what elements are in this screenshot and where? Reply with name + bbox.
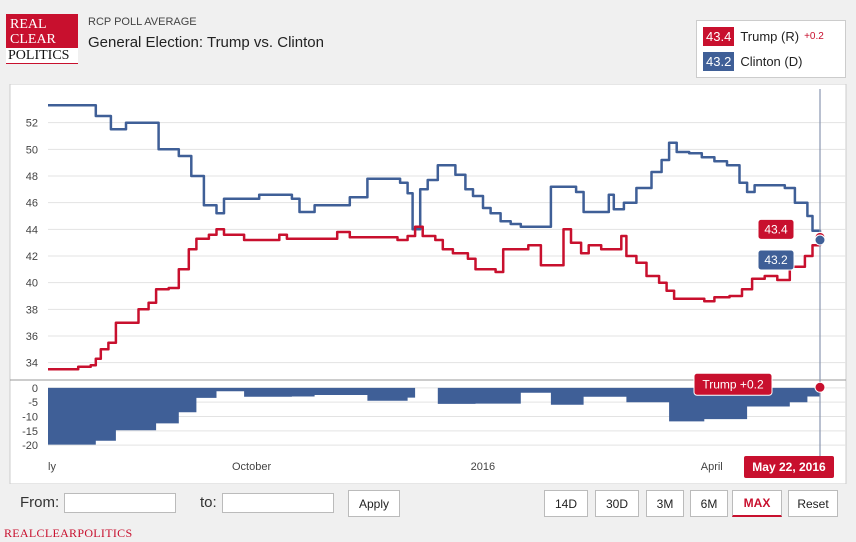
- legend-item-trump[interactable]: 43.4 Trump (R) +0.2: [703, 26, 824, 46]
- y-tick-label: 48: [26, 171, 38, 183]
- x-tick-label: 2016: [471, 461, 495, 473]
- series-line-clinton: [48, 104, 822, 240]
- legend-value-trump: 43.4: [703, 26, 735, 46]
- y-tick-label: 38: [26, 304, 38, 316]
- range-6m-button[interactable]: 6M: [690, 490, 728, 517]
- y-tick-label: 50: [26, 144, 38, 156]
- logo-line-1: REAL: [10, 17, 47, 32]
- y-tick-label: 34: [26, 358, 38, 370]
- spread-end-marker: [814, 381, 826, 393]
- clinton-value-tag: 43.2: [757, 249, 795, 271]
- spread-value-tag: Trump +0.2: [693, 372, 773, 396]
- chart-subtitle: RCP POLL AVERAGE: [88, 16, 197, 28]
- clinton-value-tag-box: [757, 249, 795, 271]
- chart-area[interactable]: 34 36 38 40 42 44 46 48 50 52 0 -5 -10 -15 -20 ly Octobe…: [0, 83, 856, 485]
- spread-value-box: [693, 372, 773, 396]
- clinton-value-tag-text: 43.2: [764, 253, 788, 267]
- series-line-trump: [48, 225, 822, 371]
- from-label: From:: [20, 494, 60, 511]
- to-label: to:: [200, 494, 217, 511]
- apply-button[interactable]: Apply: [348, 490, 400, 517]
- x-tick-label: ly: [48, 461, 56, 473]
- spread-value-text: Trump +0.2: [702, 377, 764, 391]
- y-tick-label: 52: [26, 118, 38, 130]
- reset-button[interactable]: Reset: [788, 490, 838, 517]
- diff-y-tick-label: 0: [32, 383, 38, 395]
- spread-area: [48, 387, 820, 445]
- legend: 43.4 Trump (R) +0.2 43.2 Clinton (D): [696, 20, 846, 78]
- trump-value-tag-box: [757, 218, 795, 240]
- y-tick-label: 44: [26, 224, 38, 236]
- diff-y-tick-label: -15: [22, 426, 38, 438]
- y-tick-label: 36: [26, 331, 38, 343]
- poll-chart-svg[interactable]: 34 36 38 40 42 44 46 48 50 52 0 -5 -10 -15 -20 ly Octobe…: [0, 83, 856, 485]
- logo-line-3: POLITICS: [6, 47, 78, 63]
- x-tick-label: October: [232, 461, 271, 473]
- legend-change-trump: +0.2: [804, 30, 824, 42]
- crosshair-date-box: [744, 456, 834, 478]
- range-3m-button[interactable]: 3M: [646, 490, 684, 517]
- range-30d-button[interactable]: 30D: [595, 490, 639, 517]
- legend-name-clinton: Clinton (D): [740, 53, 803, 69]
- from-date-input[interactable]: [64, 493, 176, 513]
- range-max-button[interactable]: MAX: [732, 490, 782, 517]
- diff-y-tick-label: -5: [28, 397, 38, 409]
- legend-name-trump: Trump (R): [740, 28, 800, 44]
- legend-value-clinton: 43.2: [703, 51, 735, 71]
- y-tick-label: 46: [26, 198, 38, 210]
- diff-y-tick-label: -20: [22, 440, 38, 452]
- y-tick-label: 42: [26, 251, 38, 263]
- chart-header: REAL CLEAR POLITICS RCP POLL AVERAGE Gen…: [0, 0, 856, 84]
- crosshair-date-text: May 22, 2016: [752, 460, 826, 474]
- to-date-input[interactable]: [222, 493, 334, 513]
- trump-value-tag: 43.4: [757, 218, 795, 240]
- range-14d-button[interactable]: 14D: [544, 490, 588, 517]
- rcp-logo: REAL CLEAR POLITICS: [6, 14, 78, 64]
- footer-brand: REALCLEARPOLITICS: [4, 526, 133, 540]
- clinton-end-marker: [814, 234, 826, 246]
- trump-value-tag-text: 43.4: [764, 222, 788, 236]
- crosshair-date-tag: May 22, 2016: [744, 456, 834, 478]
- diff-y-tick-label: -10: [22, 412, 38, 424]
- date-range-controls: From: to: Apply 14D 30D 3M 6M MAX Reset: [10, 485, 846, 523]
- chart-title: General Election: Trump vs. Clinton: [88, 34, 324, 51]
- x-tick-label: April: [701, 461, 723, 473]
- y-tick-label: 40: [26, 278, 38, 290]
- legend-item-clinton[interactable]: 43.2 Clinton (D): [703, 51, 802, 71]
- logo-line-2: CLEAR: [10, 32, 56, 47]
